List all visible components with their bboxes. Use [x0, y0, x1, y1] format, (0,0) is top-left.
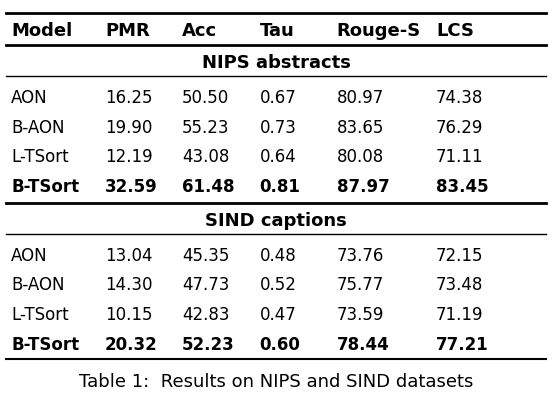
Text: 72.15: 72.15: [436, 247, 484, 264]
Text: 10.15: 10.15: [105, 306, 152, 324]
Text: 71.19: 71.19: [436, 306, 484, 324]
Text: 74.38: 74.38: [436, 89, 484, 107]
Text: NIPS abstracts: NIPS abstracts: [201, 54, 351, 72]
Text: Model: Model: [11, 22, 72, 40]
Text: 16.25: 16.25: [105, 89, 152, 107]
Text: B-TSort: B-TSort: [11, 178, 79, 196]
Text: SIND captions: SIND captions: [205, 212, 347, 230]
Text: L-TSort: L-TSort: [11, 148, 68, 166]
Text: 52.23: 52.23: [182, 336, 235, 354]
Text: 83.45: 83.45: [436, 178, 489, 196]
Text: 61.48: 61.48: [182, 178, 235, 196]
Text: 73.59: 73.59: [337, 306, 384, 324]
Text: 78.44: 78.44: [337, 336, 390, 354]
Text: 0.60: 0.60: [259, 336, 300, 354]
Text: 77.21: 77.21: [436, 336, 489, 354]
Text: 71.11: 71.11: [436, 148, 484, 166]
Text: 0.48: 0.48: [259, 247, 296, 264]
Text: Rouge-S: Rouge-S: [337, 22, 421, 40]
Text: 14.30: 14.30: [105, 276, 152, 294]
Text: 20.32: 20.32: [105, 336, 158, 354]
Text: 75.77: 75.77: [337, 276, 384, 294]
Text: 80.97: 80.97: [337, 89, 384, 107]
Text: Tau: Tau: [259, 22, 294, 40]
Text: Acc: Acc: [182, 22, 217, 40]
Text: 0.73: 0.73: [259, 119, 296, 137]
Text: 83.65: 83.65: [337, 119, 384, 137]
Text: PMR: PMR: [105, 22, 150, 40]
Text: 12.19: 12.19: [105, 148, 152, 166]
Text: 73.76: 73.76: [337, 247, 384, 264]
Text: 0.64: 0.64: [259, 148, 296, 166]
Text: 13.04: 13.04: [105, 247, 152, 264]
Text: 43.08: 43.08: [182, 148, 230, 166]
Text: 42.83: 42.83: [182, 306, 230, 324]
Text: 45.35: 45.35: [182, 247, 230, 264]
Text: 0.81: 0.81: [259, 178, 300, 196]
Text: L-TSort: L-TSort: [11, 306, 68, 324]
Text: B-AON: B-AON: [11, 119, 65, 137]
Text: B-AON: B-AON: [11, 276, 65, 294]
Text: 55.23: 55.23: [182, 119, 230, 137]
Text: 87.97: 87.97: [337, 178, 390, 196]
Text: LCS: LCS: [436, 22, 474, 40]
Text: 80.08: 80.08: [337, 148, 384, 166]
Text: 76.29: 76.29: [436, 119, 484, 137]
Text: 0.47: 0.47: [259, 306, 296, 324]
Text: 32.59: 32.59: [105, 178, 158, 196]
Text: 47.73: 47.73: [182, 276, 230, 294]
Text: Table 1:  Results on NIPS and SIND datasets: Table 1: Results on NIPS and SIND datase…: [79, 374, 473, 391]
Text: 19.90: 19.90: [105, 119, 152, 137]
Text: 73.48: 73.48: [436, 276, 484, 294]
Text: 50.50: 50.50: [182, 89, 230, 107]
Text: B-TSort: B-TSort: [11, 336, 79, 354]
Text: AON: AON: [11, 89, 47, 107]
Text: AON: AON: [11, 247, 47, 264]
Text: 0.67: 0.67: [259, 89, 296, 107]
Text: 0.52: 0.52: [259, 276, 296, 294]
